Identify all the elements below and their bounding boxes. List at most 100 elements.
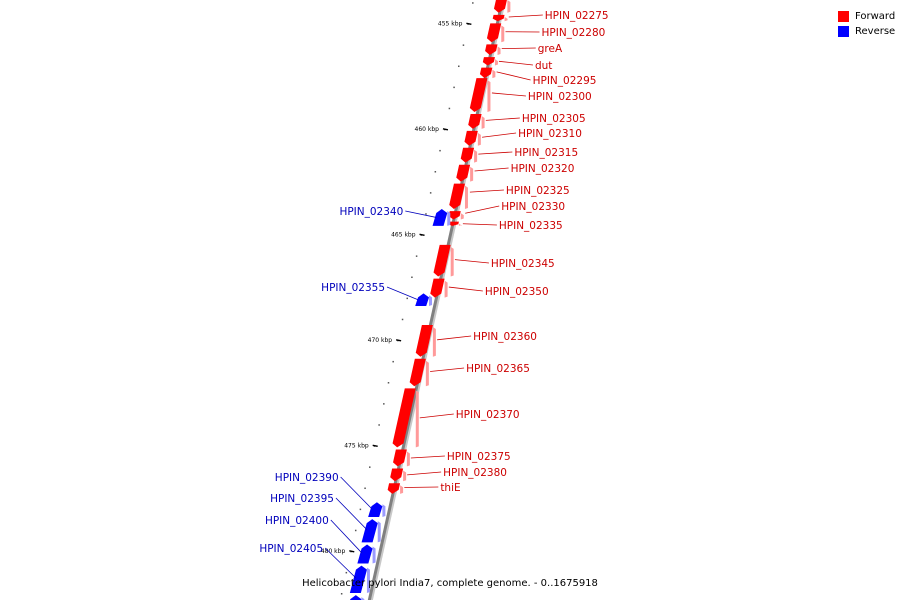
gene-arrow[interactable] — [493, 0, 511, 13]
label-leader — [340, 476, 372, 509]
ruler-minor-tick — [439, 149, 441, 152]
gene-label[interactable]: HPIN_02325 — [506, 185, 570, 197]
label-leader — [501, 47, 536, 50]
gene-body — [469, 78, 488, 112]
gene-label[interactable]: HPIN_02370 — [456, 409, 520, 421]
gene-arrow[interactable] — [387, 483, 404, 494]
gene-body — [350, 595, 362, 600]
label-leader — [419, 413, 454, 419]
gene-label[interactable]: HPIN_02390 — [275, 472, 339, 484]
label-leader — [410, 455, 445, 459]
ruler-minor-tick — [429, 192, 432, 194]
gene-shadow — [415, 390, 419, 448]
gene-label[interactable]: HPIN_02330 — [501, 201, 565, 213]
ruler-minor-tick — [354, 529, 357, 532]
gene-arrow[interactable] — [361, 519, 381, 543]
ruler: 455 kbp 460 kbp 465 kbp 470 kbp 475 kbp 480 k… — [321, 2, 474, 595]
gene-label[interactable]: HPIN_02310 — [518, 128, 582, 140]
gene-arrow[interactable] — [409, 358, 429, 387]
label-leader — [482, 132, 517, 138]
legend-swatch-reverse — [838, 26, 849, 37]
ruler-minor-tick — [359, 508, 362, 511]
gene-arrow[interactable] — [357, 544, 376, 564]
gene-body — [390, 468, 404, 482]
gene-label[interactable]: HPIN_02305 — [522, 113, 586, 125]
gene-shadow — [492, 69, 496, 79]
gene-label[interactable]: dut — [535, 60, 552, 72]
gene-shadow — [494, 59, 498, 66]
gene-label[interactable]: HPIN_02375 — [447, 451, 511, 463]
label-leader — [478, 151, 513, 155]
gene-arrow[interactable] — [368, 502, 386, 518]
gene-label[interactable]: HPIN_02275 — [545, 10, 609, 22]
label-leader — [462, 223, 497, 226]
gene-body — [432, 209, 448, 226]
label-leader — [407, 471, 442, 476]
label-leader — [469, 189, 504, 193]
gene-label[interactable]: HPIN_02280 — [542, 27, 606, 39]
gene-arrow[interactable] — [346, 595, 365, 600]
legend-item-reverse: Reverse — [838, 24, 895, 39]
gene-arrow[interactable] — [468, 114, 485, 129]
gene-arrow[interactable] — [482, 57, 498, 66]
gene-body — [460, 147, 475, 163]
ruler-minor-tick — [453, 86, 455, 89]
ruler-minor-tick — [462, 44, 465, 46]
gene-label[interactable]: HPIN_02345 — [491, 258, 555, 270]
gene-arrow[interactable] — [456, 164, 474, 182]
gene-shadow — [470, 166, 474, 182]
gene-arrow[interactable] — [449, 183, 468, 209]
gene-body — [485, 44, 498, 55]
gene-body — [449, 183, 465, 209]
gene-label[interactable]: HPIN_02365 — [466, 363, 530, 375]
gene-arrow[interactable] — [485, 44, 501, 55]
gene-label[interactable]: HPIN_02320 — [511, 163, 575, 175]
gene-arrow[interactable] — [349, 565, 370, 594]
gene-arrow[interactable] — [464, 130, 481, 146]
ruler-minor-tick — [387, 382, 390, 384]
gene-label[interactable]: greA — [538, 43, 563, 55]
gene-arrow[interactable] — [492, 14, 508, 22]
gene-shadow — [377, 521, 381, 543]
ruler-minor-tick — [401, 318, 404, 321]
gene-label[interactable]: HPIN_02350 — [485, 286, 549, 298]
gene-body — [486, 23, 502, 43]
gene-arrow[interactable] — [430, 278, 448, 298]
gene-label[interactable]: HPIN_02300 — [528, 91, 592, 103]
label-leader — [496, 71, 531, 81]
gene-label[interactable]: HPIN_02335 — [499, 220, 563, 232]
gene-shadow — [372, 546, 376, 564]
label-leader — [386, 286, 419, 301]
gene-arrow[interactable] — [432, 209, 451, 226]
gene-body — [479, 67, 493, 79]
gene-label[interactable]: thiE — [440, 482, 460, 494]
gene-label[interactable]: HPIN_02405 — [259, 543, 323, 555]
gene-arrow[interactable] — [415, 325, 436, 357]
gene-shadow — [406, 451, 410, 467]
gene-label[interactable]: HPIN_02295 — [533, 75, 597, 87]
gene-arrow[interactable] — [479, 67, 496, 79]
gene-label[interactable]: HPIN_02380 — [443, 467, 507, 479]
gene-label[interactable]: HPIN_02395 — [270, 493, 334, 505]
gene-arrow[interactable] — [469, 78, 491, 112]
gene-arrow[interactable] — [393, 449, 410, 467]
gene-arrow[interactable] — [415, 293, 433, 307]
ruler-minor-tick — [415, 255, 418, 257]
gene-shadow — [487, 80, 491, 112]
gene-label[interactable]: HPIN_02340 — [339, 206, 403, 218]
ruler-minor-tick — [406, 297, 408, 300]
gene-arrow[interactable] — [392, 388, 419, 448]
ruler-minor-tick — [411, 276, 413, 279]
gene-arrow[interactable] — [460, 147, 478, 163]
gene-shadow — [507, 0, 511, 13]
ruler-label: 460 kbp — [415, 126, 440, 133]
gene-arrow[interactable] — [390, 468, 407, 482]
gene-arrow[interactable] — [433, 244, 454, 277]
gene-label[interactable]: HPIN_02315 — [514, 147, 578, 159]
legend-item-forward: Forward — [838, 9, 895, 24]
gene-arrow[interactable] — [448, 211, 464, 220]
gene-label[interactable]: HPIN_02360 — [473, 331, 537, 343]
gene-arrow[interactable] — [486, 23, 505, 43]
gene-label[interactable]: HPIN_02355 — [321, 282, 385, 294]
gene-label[interactable]: HPIN_02400 — [265, 515, 329, 527]
